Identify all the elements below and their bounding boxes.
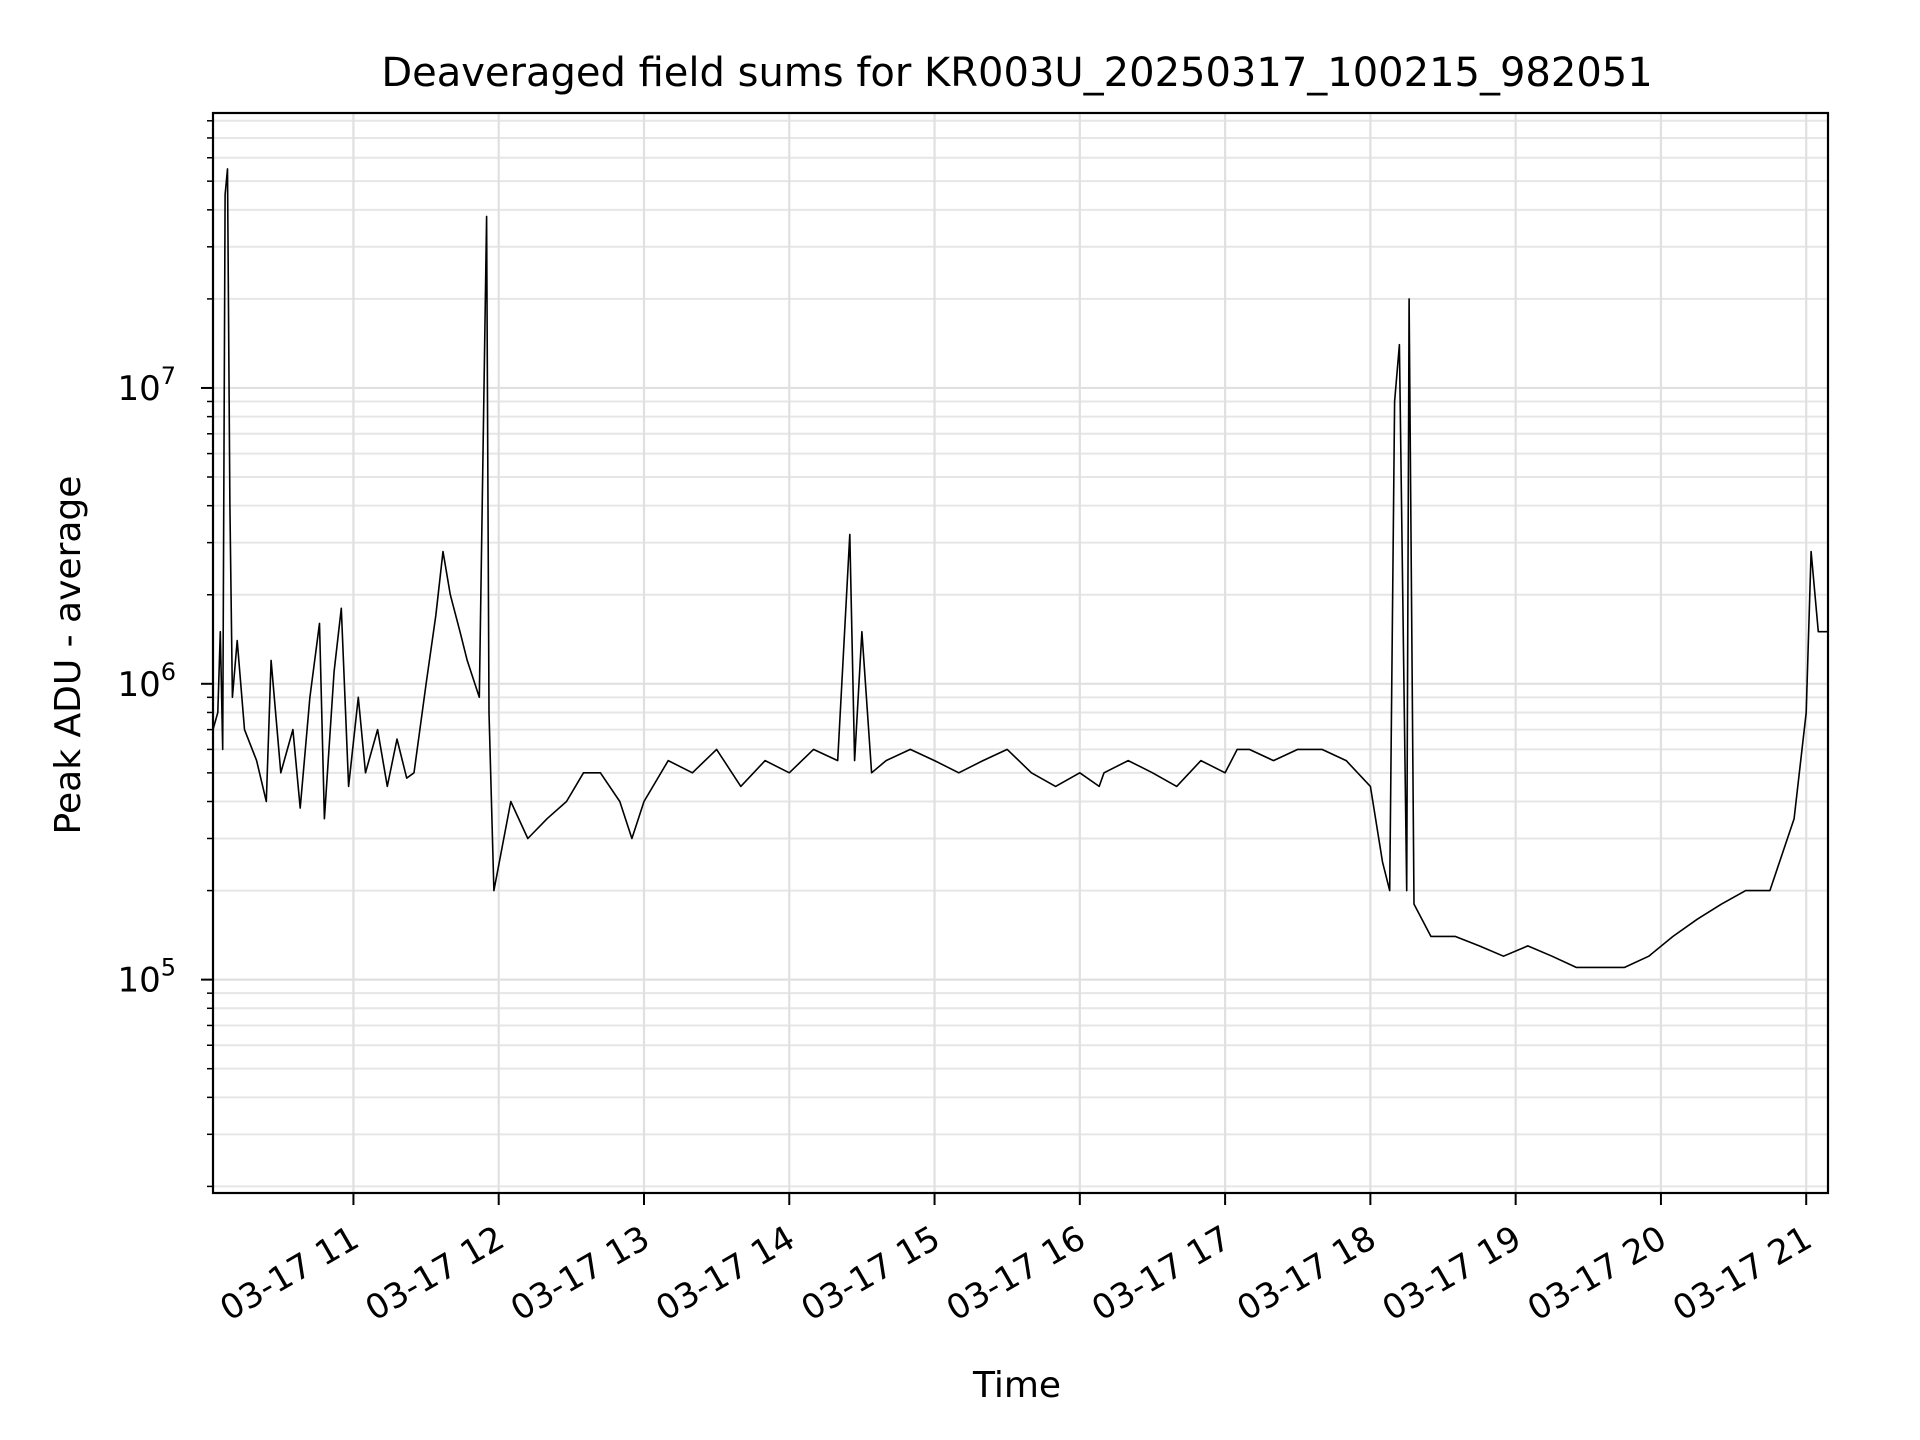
x-tick-label: 03-17 13	[504, 1218, 656, 1329]
y-tick-label: 105	[117, 954, 176, 1001]
x-tick-label: 03-17 16	[940, 1218, 1092, 1329]
y-tick-label: 106	[117, 658, 176, 705]
y-axis-ticks: 105 106 107	[117, 120, 213, 1188]
x-axis-label: Time	[972, 1365, 1061, 1406]
x-tick-label: 03-17 20	[1521, 1218, 1673, 1329]
minor-grid	[213, 119, 1828, 1188]
x-tick-label: 03-17 12	[359, 1218, 511, 1329]
plot-frame	[211, 111, 1830, 1195]
y-tick-label: 107	[117, 362, 176, 409]
major-grid	[213, 113, 1828, 1193]
series-line	[212, 168, 1828, 969]
x-tick-label: 03-17 14	[649, 1218, 801, 1329]
x-tick-label: 03-17 21	[1666, 1218, 1818, 1329]
y-axis-label: Peak ADU - average	[48, 476, 89, 835]
chart-title: Deaveraged field sums for KR003U_2025031…	[381, 50, 1652, 96]
x-tick-label: 03-17 18	[1230, 1218, 1382, 1329]
x-tick-label: 03-17 11	[214, 1218, 366, 1329]
x-tick-label: 03-17 17	[1085, 1218, 1237, 1329]
data-line	[212, 168, 1828, 969]
x-tick-label: 03-17 15	[795, 1218, 947, 1329]
x-tick-label: 03-17 19	[1376, 1218, 1528, 1329]
